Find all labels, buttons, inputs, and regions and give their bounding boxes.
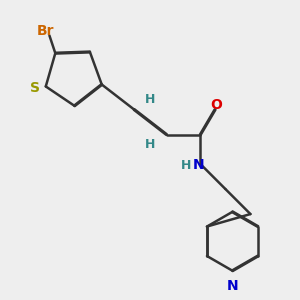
Text: H: H	[145, 93, 155, 106]
Text: H: H	[145, 138, 155, 152]
Text: O: O	[211, 98, 223, 112]
Text: Br: Br	[36, 24, 54, 38]
Text: S: S	[30, 81, 40, 95]
Text: H: H	[181, 159, 191, 172]
Text: N: N	[193, 158, 205, 172]
Text: N: N	[226, 279, 238, 293]
